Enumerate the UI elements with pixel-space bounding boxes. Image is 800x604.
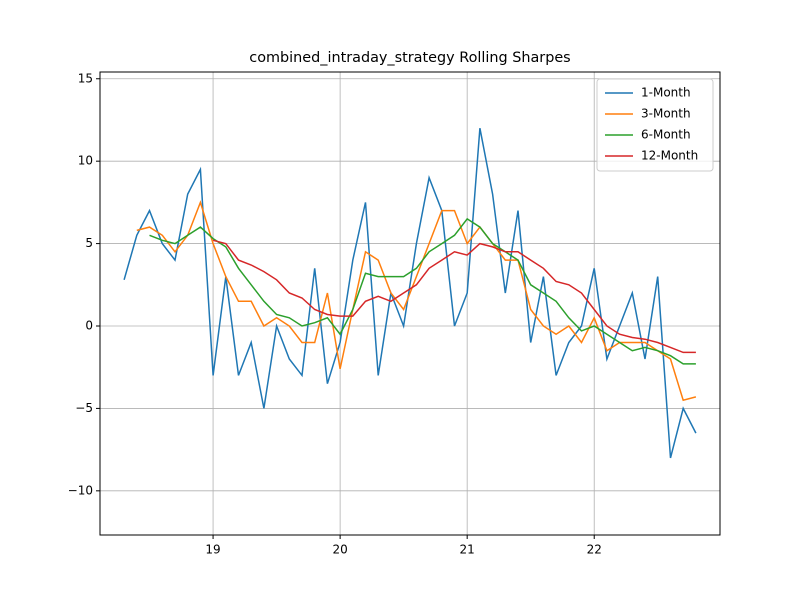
y-tick-label: 0 (85, 318, 93, 332)
legend-label: 1-Month (641, 86, 691, 100)
y-tick-label: −10 (68, 483, 93, 497)
plot-frame (99, 71, 721, 536)
series-line (149, 217, 696, 365)
legend: 1-Month 3-Month 6-Month 12-Month (596, 78, 714, 172)
x-tick-label: 20 (332, 543, 347, 557)
y-tick-label: −5 (75, 401, 93, 415)
x-tick-label: 22 (587, 543, 602, 557)
legend-label: 3-Month (641, 107, 691, 121)
legend-label: 6-Month (641, 128, 691, 142)
y-tick-label: 15 (78, 71, 93, 85)
y-tick-label: 10 (78, 154, 93, 168)
x-tick-label: 21 (460, 543, 475, 557)
y-tick-label: 5 (85, 236, 93, 250)
series-line (136, 200, 697, 402)
legend-frame (596, 78, 714, 172)
chart-title: combined_intraday_strategy Rolling Sharp… (249, 50, 570, 66)
series-line (212, 239, 696, 354)
series-line (123, 128, 697, 459)
x-tick-label: 19 (205, 543, 220, 557)
legend-label: 12-Month (641, 149, 698, 163)
